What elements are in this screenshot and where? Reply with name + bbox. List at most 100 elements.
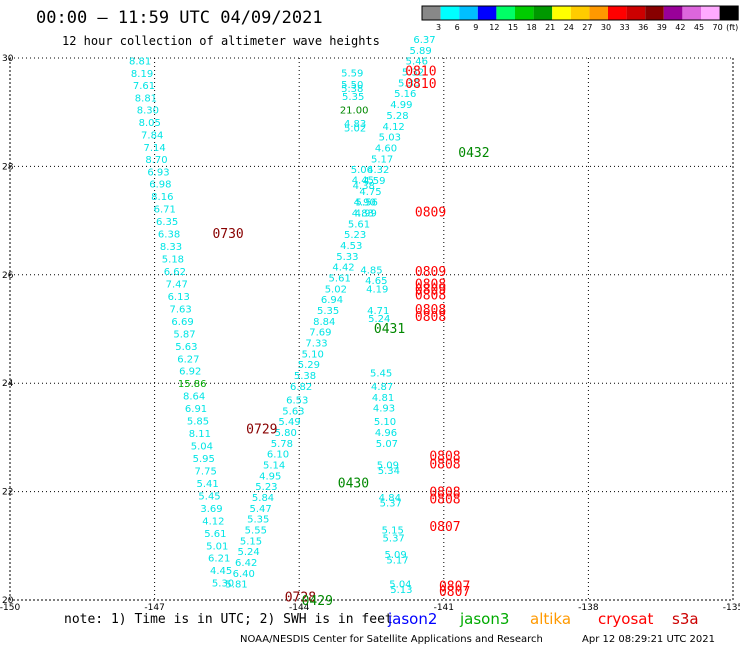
swh-value: 6.82	[290, 382, 312, 393]
swh-value: 5.47	[250, 504, 272, 515]
swh-value: 5.16	[394, 89, 416, 100]
swh-value: 5.56	[356, 198, 378, 209]
swh-value: 4.38	[353, 181, 375, 192]
swh-value: 3.69	[200, 504, 222, 515]
time-label: 0810	[405, 65, 436, 80]
swh-value: 8.64	[183, 392, 205, 403]
swh-value: 5.30	[212, 579, 234, 590]
legend-altika: altika	[530, 610, 572, 628]
scale-swatch	[663, 6, 683, 20]
time-label: 0808	[429, 486, 460, 501]
time-label: 0809	[415, 283, 446, 298]
scale-swatch	[477, 6, 497, 20]
swh-value: 5.45	[370, 368, 392, 379]
footer-credit: NOAA/NESDIS Center for Satellite Applica…	[240, 634, 543, 645]
swh-value: 5.37	[380, 498, 402, 509]
swh-value: 5.46	[406, 57, 428, 68]
swh-value: 5.85	[187, 417, 209, 428]
swh-value: 6.13	[168, 292, 190, 303]
swh-value: 4.83	[352, 208, 374, 219]
swh-value: 6.92	[179, 367, 201, 378]
swh-value: 6.71	[154, 205, 176, 216]
time-label: 0807	[439, 579, 470, 594]
swh-value: 8.05	[139, 118, 161, 129]
swh-value: 6.42	[235, 558, 257, 569]
swh-value: 6.27	[177, 354, 199, 365]
scale-swatch	[682, 6, 701, 20]
swh-value: 4.99	[355, 208, 377, 219]
time-label: 0808	[429, 493, 460, 508]
time-label: 0808	[415, 278, 446, 293]
swh-value: 5.55	[245, 526, 267, 537]
swh-value: 4.99	[390, 100, 412, 111]
swh-value: 5.61	[204, 529, 226, 540]
swh-value: 5.59	[341, 69, 363, 80]
swh-value: 8.84	[313, 317, 335, 328]
color-scale-bar: 3 6 9 12 15 18 21 24 27 30 33 36 39 42 45 70 (ft)	[421, 5, 739, 32]
y-tick-label: 28	[2, 162, 14, 172]
scale-swatch	[570, 6, 590, 20]
swh-value: 5.03	[379, 133, 401, 144]
swh-value: 8.11	[189, 429, 211, 440]
swh-value: 8.81	[135, 94, 157, 105]
swh-value: 6.38	[158, 230, 180, 241]
y-tick-label: 24	[2, 379, 14, 389]
swh-value: 8.19	[131, 69, 153, 80]
swh-value: 5.80	[275, 428, 297, 439]
scale-swatch	[701, 6, 720, 20]
scale-swatch	[589, 6, 608, 20]
y-tick-label: 30	[2, 54, 14, 64]
scale-label: 30	[601, 23, 611, 32]
scale-label: 12	[489, 23, 499, 32]
time-label: 0807	[429, 520, 460, 535]
time-label: 0808	[415, 288, 446, 303]
swh-value: 4.81	[372, 393, 394, 404]
time-label: 0431	[374, 322, 405, 337]
swh-value: 6.37	[413, 35, 435, 46]
swh-value: 4.87	[371, 382, 393, 393]
swh-value: 6.91	[185, 404, 207, 415]
swh-value: 4.42	[332, 263, 354, 274]
swh-value: 5.10	[374, 417, 396, 428]
swh-value: 6.53	[286, 395, 308, 406]
swh-value: 5.17	[386, 555, 408, 566]
swh-value: 7.69	[309, 328, 331, 339]
swh-value: 5.07	[376, 439, 398, 450]
swh-value: 5.50	[341, 80, 363, 91]
swh-value: 5.02	[344, 123, 366, 134]
chart-subtitle: 12 hour collection of altimeter wave hei…	[62, 34, 380, 48]
legend-s3a: s3a	[672, 610, 699, 628]
x-axis-ticks: -150 -147 -144 -141 -138 -135	[0, 603, 740, 613]
swh-value: 5.32	[402, 68, 424, 79]
swh-value: 4.84	[379, 493, 401, 504]
time-label: 0729	[246, 422, 277, 437]
x-tick-label: -144	[289, 603, 310, 613]
swh-value: 4.45	[210, 566, 232, 577]
time-label: 0809	[415, 265, 446, 280]
swh-value: 4.93	[373, 404, 395, 415]
scale-label: 39	[657, 23, 667, 32]
swh-value: 7.75	[195, 466, 217, 477]
swh-value: 5.09	[377, 461, 399, 472]
swh-value: 4.96	[375, 428, 397, 439]
swh-value: 5.63	[175, 342, 197, 353]
swh-value: 5.15	[240, 536, 262, 547]
swh-value: 5.14	[263, 461, 285, 472]
swh-value: 5.04	[389, 580, 411, 591]
x-tick-label: -141	[434, 603, 454, 613]
swh-value: 5.45	[198, 491, 220, 502]
swh-value: 5.35	[342, 92, 364, 103]
x-tick-label: -150	[0, 603, 20, 613]
swh-value: 4.19	[366, 284, 388, 295]
scale-label: 24	[564, 23, 574, 32]
time-label: 0808	[429, 458, 460, 473]
time-label: 0807	[439, 585, 470, 600]
swh-value: 4.75	[359, 187, 381, 198]
swh-value: 5.89	[410, 46, 432, 57]
swh-value: 8.16	[151, 192, 173, 203]
chart-title: 00:00 – 11:59 UTC 04/09/2021	[36, 8, 323, 28]
swh-value: 5.17	[371, 154, 393, 165]
swh-points: 8.818.197.618.818.308.057.847.148.706.93…	[129, 35, 436, 596]
swh-value: 5.38	[341, 84, 363, 95]
